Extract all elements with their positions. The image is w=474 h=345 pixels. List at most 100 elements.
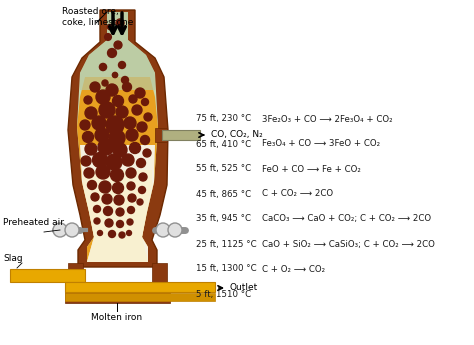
Text: 65 ft, 410 °C: 65 ft, 410 °C — [196, 139, 251, 148]
Text: Slag: Slag — [3, 254, 23, 263]
Text: CO, CO₂, N₂: CO, CO₂, N₂ — [211, 130, 263, 139]
Circle shape — [127, 230, 131, 236]
Circle shape — [108, 49, 117, 58]
Bar — [65, 283, 170, 303]
Circle shape — [116, 208, 124, 216]
Bar — [155, 128, 167, 142]
Text: C + O₂ ⟶ CO₂: C + O₂ ⟶ CO₂ — [262, 265, 325, 274]
Circle shape — [102, 80, 108, 86]
Circle shape — [102, 194, 112, 204]
Text: Outlet: Outlet — [230, 284, 258, 293]
Circle shape — [119, 232, 125, 238]
Text: 35 ft, 945 °C: 35 ft, 945 °C — [196, 215, 251, 224]
Bar — [10, 269, 85, 282]
Polygon shape — [80, 12, 155, 90]
Text: Roasted ore,
coke, limestone: Roasted ore, coke, limestone — [62, 7, 133, 27]
Text: Molten iron: Molten iron — [91, 313, 143, 322]
Text: 15 ft, 1300 °C: 15 ft, 1300 °C — [196, 265, 256, 274]
Circle shape — [82, 131, 93, 142]
Circle shape — [84, 168, 94, 178]
Bar — [162, 130, 200, 140]
Circle shape — [93, 206, 100, 213]
Circle shape — [92, 116, 106, 130]
Ellipse shape — [168, 223, 182, 237]
Circle shape — [122, 82, 131, 91]
Text: 75 ft, 230 °C: 75 ft, 230 °C — [196, 115, 251, 124]
Circle shape — [137, 199, 143, 205]
Circle shape — [129, 142, 140, 154]
Circle shape — [107, 24, 113, 30]
Circle shape — [142, 99, 148, 106]
Circle shape — [103, 207, 112, 216]
Circle shape — [105, 33, 111, 40]
Circle shape — [126, 168, 136, 178]
Circle shape — [85, 107, 97, 119]
Circle shape — [81, 156, 91, 166]
Polygon shape — [68, 10, 168, 267]
Circle shape — [140, 136, 149, 145]
Ellipse shape — [65, 223, 79, 237]
Circle shape — [116, 19, 124, 27]
Bar — [152, 263, 167, 285]
Text: 3Fe₂O₃ + CO ⟶ 2Fe₃O₄ + CO₂: 3Fe₂O₃ + CO ⟶ 2Fe₃O₄ + CO₂ — [262, 115, 392, 124]
Circle shape — [106, 84, 118, 96]
Text: Fe₃O₄ + CO ⟶ 3FeO + CO₂: Fe₃O₄ + CO ⟶ 3FeO + CO₂ — [262, 139, 380, 148]
Circle shape — [91, 193, 99, 201]
Text: 5 ft, 1510 °C: 5 ft, 1510 °C — [196, 289, 251, 298]
Circle shape — [135, 88, 145, 98]
Polygon shape — [83, 170, 152, 262]
Circle shape — [112, 72, 118, 78]
Circle shape — [127, 219, 133, 225]
Circle shape — [96, 165, 110, 179]
Circle shape — [144, 113, 152, 121]
Circle shape — [109, 130, 125, 146]
Circle shape — [99, 102, 115, 118]
Polygon shape — [77, 77, 158, 262]
Circle shape — [121, 77, 128, 83]
Circle shape — [94, 218, 100, 224]
Circle shape — [126, 129, 138, 141]
Text: FeO + CO ⟶ Fe + CO₂: FeO + CO ⟶ Fe + CO₂ — [262, 165, 361, 174]
Polygon shape — [80, 145, 155, 262]
Circle shape — [112, 96, 124, 107]
Polygon shape — [77, 12, 158, 262]
Circle shape — [99, 181, 111, 193]
Circle shape — [114, 195, 124, 205]
Circle shape — [98, 139, 114, 155]
Bar — [68, 263, 83, 285]
Circle shape — [95, 128, 109, 142]
Circle shape — [139, 173, 147, 181]
Text: CaCO₃ ⟶ CaO + CO₂; C + CO₂ ⟶ 2CO: CaCO₃ ⟶ CaO + CO₂; C + CO₂ ⟶ 2CO — [262, 215, 431, 224]
Circle shape — [90, 82, 100, 92]
Text: C + CO₂ ⟶ 2CO: C + CO₂ ⟶ 2CO — [262, 189, 333, 198]
Circle shape — [106, 154, 122, 170]
Circle shape — [132, 105, 142, 115]
Circle shape — [122, 154, 134, 166]
Circle shape — [110, 168, 124, 181]
Circle shape — [84, 96, 92, 104]
Text: Preheated air: Preheated air — [3, 218, 64, 227]
Bar — [65, 282, 215, 292]
Ellipse shape — [156, 223, 170, 237]
Circle shape — [138, 187, 146, 194]
Circle shape — [128, 207, 135, 214]
Circle shape — [124, 117, 136, 129]
Circle shape — [100, 63, 107, 71]
Circle shape — [118, 61, 126, 69]
Circle shape — [92, 152, 108, 168]
Circle shape — [129, 95, 137, 103]
Circle shape — [113, 143, 127, 157]
Circle shape — [105, 219, 113, 227]
Ellipse shape — [53, 223, 67, 237]
Circle shape — [137, 158, 146, 168]
Circle shape — [98, 230, 102, 236]
Text: 45 ft, 865 °C: 45 ft, 865 °C — [196, 189, 251, 198]
Circle shape — [127, 182, 135, 190]
Circle shape — [143, 149, 151, 157]
Circle shape — [106, 116, 124, 134]
Text: 25 ft, 1125 °C: 25 ft, 1125 °C — [196, 239, 256, 248]
Circle shape — [80, 120, 90, 130]
Circle shape — [116, 106, 128, 118]
Text: CaO + SiO₂ ⟶ CaSiO₃; C + CO₂ ⟶ 2CO: CaO + SiO₂ ⟶ CaSiO₃; C + CO₂ ⟶ 2CO — [262, 239, 435, 248]
Circle shape — [85, 143, 97, 155]
